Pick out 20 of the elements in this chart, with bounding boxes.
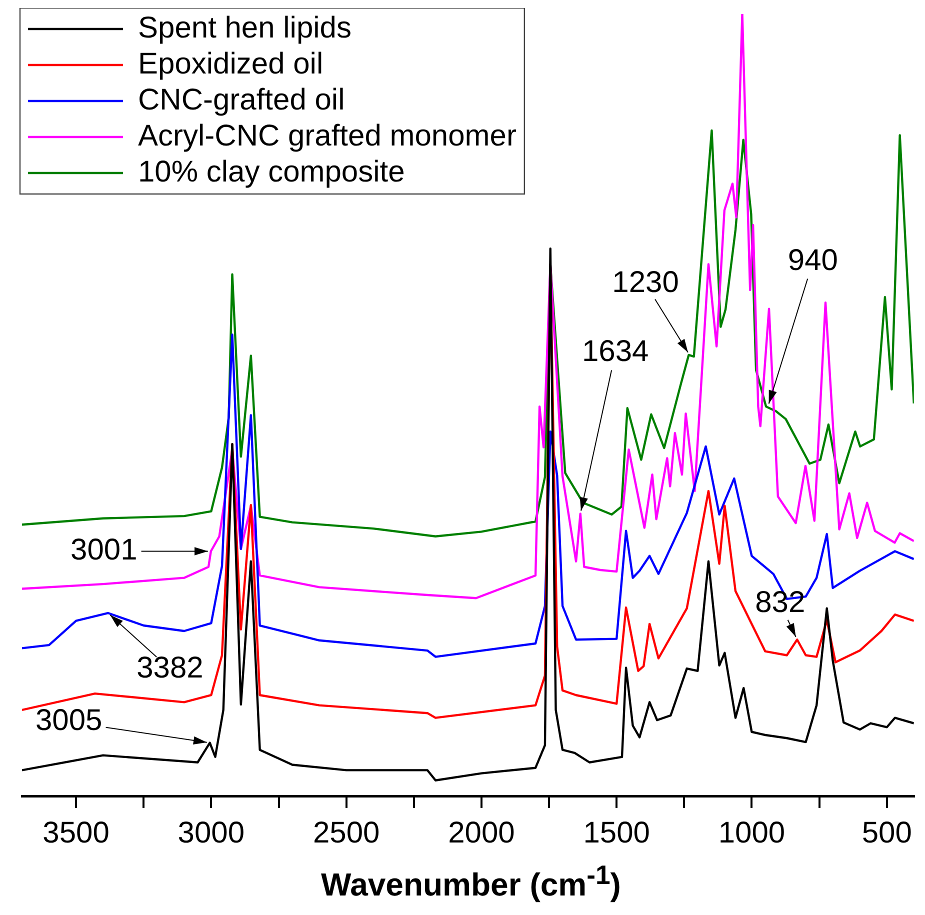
x-tick-label: 1500 [583, 816, 650, 850]
annotation: 3005 [35, 704, 102, 738]
x-tick-label: 2500 [312, 816, 380, 850]
annotation: 832 [755, 586, 806, 619]
annotation: 1634 [582, 334, 649, 368]
legend-label: Epoxidized oil [138, 47, 324, 80]
x-tick-label: 1000 [718, 816, 786, 850]
legend-label: 10% clay composite [138, 155, 405, 188]
legend-label: Acryl-CNC grafted monomer [138, 119, 516, 152]
annotation: 940 [788, 244, 838, 277]
annotation: 3001 [70, 534, 138, 566]
legend-label: CNC-grafted oil [138, 83, 345, 116]
x-tick-label: 500 [862, 816, 912, 850]
x-axis-title: Wavenumber (cm$^{-1}$) [320, 860, 622, 904]
legend-label: Spent hen lipids [138, 11, 352, 44]
x-tick-label: 3000 [178, 816, 245, 850]
annotation: 3382 [136, 651, 204, 684]
x-tick-label: 2000 [448, 816, 515, 850]
annotation: 1230 [612, 266, 679, 300]
x-tick-label: 3500 [42, 816, 110, 850]
